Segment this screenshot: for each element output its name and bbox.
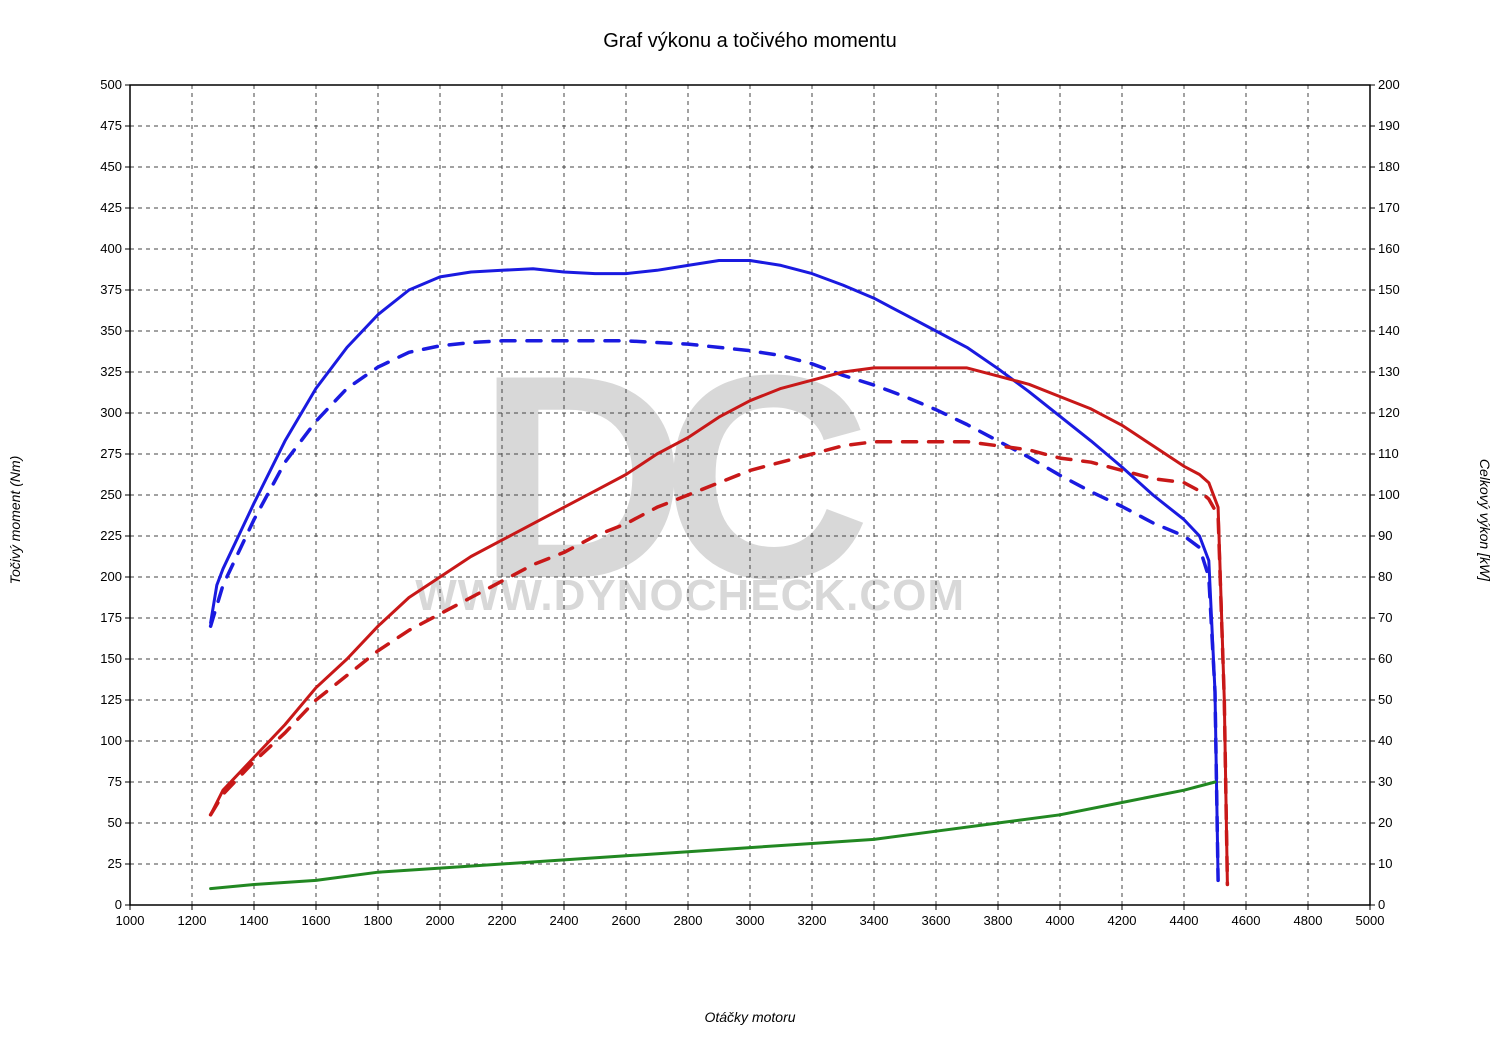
- svg-text:50: 50: [1378, 692, 1392, 707]
- svg-text:20: 20: [1378, 815, 1392, 830]
- svg-text:3200: 3200: [798, 913, 827, 928]
- svg-text:4200: 4200: [1108, 913, 1137, 928]
- svg-text:100: 100: [100, 733, 122, 748]
- svg-text:400: 400: [100, 241, 122, 256]
- x-axis-label: Otáčky motoru: [0, 1009, 1500, 1025]
- svg-text:275: 275: [100, 446, 122, 461]
- svg-text:3000: 3000: [736, 913, 765, 928]
- svg-text:3600: 3600: [922, 913, 951, 928]
- chart-svg: DCWWW.DYNOCHECK.COM025507510012515017520…: [80, 75, 1420, 945]
- svg-text:475: 475: [100, 118, 122, 133]
- svg-text:4400: 4400: [1170, 913, 1199, 928]
- svg-text:2000: 2000: [426, 913, 455, 928]
- svg-text:30: 30: [1378, 774, 1392, 789]
- svg-text:0: 0: [1378, 897, 1385, 912]
- svg-text:150: 150: [1378, 282, 1400, 297]
- svg-text:40: 40: [1378, 733, 1392, 748]
- svg-text:1400: 1400: [240, 913, 269, 928]
- svg-text:375: 375: [100, 282, 122, 297]
- svg-text:0: 0: [115, 897, 122, 912]
- svg-text:90: 90: [1378, 528, 1392, 543]
- svg-text:130: 130: [1378, 364, 1400, 379]
- svg-text:175: 175: [100, 610, 122, 625]
- svg-text:3400: 3400: [860, 913, 889, 928]
- svg-text:4000: 4000: [1046, 913, 1075, 928]
- svg-text:225: 225: [100, 528, 122, 543]
- svg-text:4800: 4800: [1294, 913, 1323, 928]
- svg-text:250: 250: [100, 487, 122, 502]
- svg-text:4600: 4600: [1232, 913, 1261, 928]
- svg-text:100: 100: [1378, 487, 1400, 502]
- svg-text:110: 110: [1378, 446, 1399, 461]
- svg-text:25: 25: [108, 856, 122, 871]
- svg-text:2200: 2200: [488, 913, 517, 928]
- chart-title: Graf výkonu a točivého momentu: [0, 30, 1500, 53]
- svg-text:140: 140: [1378, 323, 1400, 338]
- svg-text:50: 50: [108, 815, 122, 830]
- svg-text:200: 200: [1378, 77, 1400, 92]
- svg-text:150: 150: [100, 651, 122, 666]
- svg-text:170: 170: [1378, 200, 1400, 215]
- svg-text:160: 160: [1378, 241, 1400, 256]
- svg-text:120: 120: [1378, 405, 1400, 420]
- svg-text:425: 425: [100, 200, 122, 215]
- svg-text:180: 180: [1378, 159, 1400, 174]
- plot-area: DCWWW.DYNOCHECK.COM025507510012515017520…: [80, 75, 1420, 945]
- svg-text:300: 300: [100, 405, 122, 420]
- dyno-chart: Graf výkonu a točivého momentu Točivý mo…: [0, 0, 1500, 1040]
- svg-text:75: 75: [108, 774, 122, 789]
- svg-text:3800: 3800: [984, 913, 1013, 928]
- svg-text:350: 350: [100, 323, 122, 338]
- svg-text:200: 200: [100, 569, 122, 584]
- y-axis-left-label: Točivý moment (Nm): [7, 456, 23, 585]
- svg-text:2600: 2600: [612, 913, 641, 928]
- svg-text:1800: 1800: [364, 913, 393, 928]
- svg-text:1000: 1000: [116, 913, 145, 928]
- svg-text:125: 125: [100, 692, 122, 707]
- svg-text:5000: 5000: [1356, 913, 1385, 928]
- svg-text:70: 70: [1378, 610, 1392, 625]
- y-axis-right-label: Celkový výkon [kW]: [1477, 459, 1493, 581]
- svg-text:2400: 2400: [550, 913, 579, 928]
- svg-text:325: 325: [100, 364, 122, 379]
- svg-text:80: 80: [1378, 569, 1392, 584]
- svg-text:500: 500: [100, 77, 122, 92]
- svg-text:60: 60: [1378, 651, 1392, 666]
- svg-text:10: 10: [1378, 856, 1392, 871]
- svg-text:1600: 1600: [302, 913, 331, 928]
- svg-text:1200: 1200: [178, 913, 207, 928]
- svg-text:2800: 2800: [674, 913, 703, 928]
- svg-text:190: 190: [1378, 118, 1400, 133]
- svg-text:450: 450: [100, 159, 122, 174]
- svg-text:WWW.DYNOCHECK.COM: WWW.DYNOCHECK.COM: [415, 571, 965, 620]
